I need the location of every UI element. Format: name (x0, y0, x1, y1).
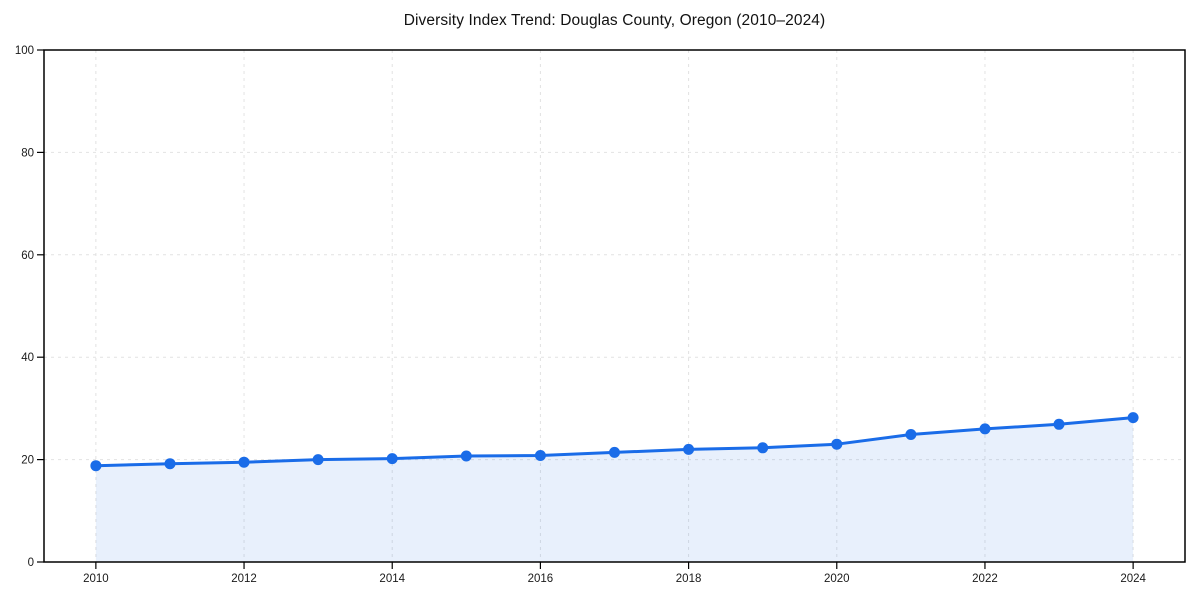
y-tick-label: 60 (21, 250, 34, 262)
data-point-marker (609, 446, 620, 458)
x-tick-label: 2014 (379, 573, 405, 585)
data-point-marker (460, 450, 472, 462)
data-point-marker (905, 429, 917, 440)
y-tick-label: 0 (28, 557, 34, 569)
data-point-marker (164, 458, 176, 470)
data-point-marker (312, 454, 324, 466)
x-tick-label: 2016 (528, 573, 554, 585)
data-point-marker (979, 423, 991, 435)
data-point-marker (831, 438, 843, 450)
data-point-marker (238, 456, 250, 468)
x-tick-label: 2024 (1120, 573, 1146, 585)
area-fill (95, 417, 1134, 562)
y-tick-label: 100 (15, 45, 34, 57)
data-point-marker (683, 443, 695, 455)
x-tick-label: 2020 (824, 573, 850, 585)
x-tick-label: 2022 (972, 573, 998, 585)
plot-border (43, 49, 1186, 563)
x-tick-label: 2012 (231, 573, 257, 585)
data-point-marker (534, 450, 546, 461)
data-point-marker (1053, 418, 1065, 430)
x-tick-label: 2018 (676, 573, 702, 585)
y-tick-label: 20 (21, 455, 34, 467)
y-tick-label: 40 (21, 352, 34, 364)
y-tick-label: 80 (21, 147, 34, 159)
data-point-marker (386, 453, 398, 465)
data-point-marker (90, 460, 102, 472)
chart-title: Diversity Index Trend: Douglas County, O… (403, 12, 826, 29)
data-point-marker (1127, 412, 1139, 424)
x-tick-label: 2010 (83, 573, 109, 585)
data-point-marker (757, 442, 769, 454)
